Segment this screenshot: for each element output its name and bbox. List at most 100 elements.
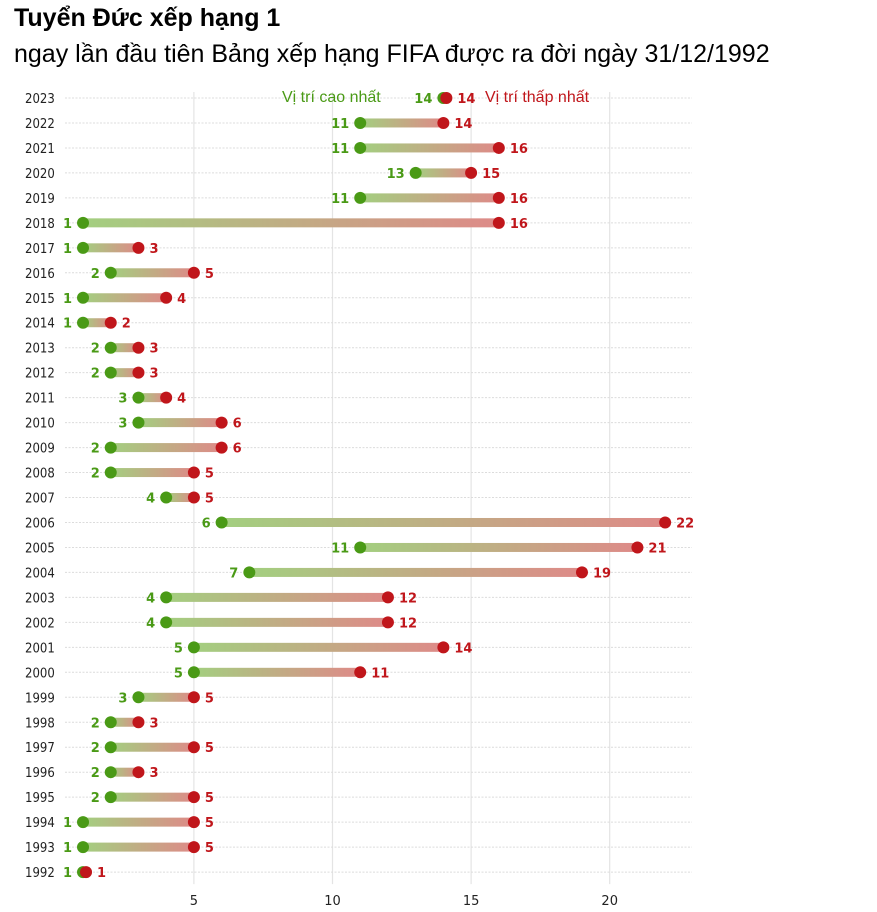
lowest-point [187,791,200,804]
highest-point [215,516,228,529]
y-tick-label: 2006 [25,516,55,531]
lowest-value-label: 19 [593,566,611,581]
lowest-value-label: 5 [205,691,214,706]
highest-value-label: 1 [63,841,72,856]
highest-value-label: 11 [331,541,349,556]
y-tick-label: 2016 [25,267,55,282]
highest-value-label: 13 [387,167,405,182]
y-tick-label: 2007 [25,492,55,507]
lowest-point [132,766,145,779]
lowest-value-label: 12 [399,591,417,606]
lowest-point [575,566,588,579]
highest-value-label: 1 [63,217,72,232]
lowest-point [215,416,228,429]
page-subtitle: ngay lần đầu tiên Bảng xếp hạng FIFA đượ… [14,40,770,68]
highest-value-label: 1 [63,242,72,257]
range-bar [110,443,222,453]
lowest-point [80,866,93,879]
range-bar [110,792,194,802]
highest-value-label: 3 [118,417,127,432]
lowest-point [492,141,505,154]
y-tick-label: 2001 [25,641,55,656]
lowest-point [187,741,200,754]
highest-point [104,466,117,479]
lowest-point [187,466,200,479]
highest-point [104,441,117,454]
page-title: Tuyển Đức xếp hạng 1 [14,4,281,32]
lowest-value-label: 5 [205,467,214,482]
lowest-point [187,691,200,704]
highest-point [243,566,256,579]
highest-point [104,741,117,754]
range-bar [138,692,194,702]
y-tick-label: 1997 [25,741,55,756]
lowest-point [381,591,394,604]
lowest-value-label: 6 [233,442,242,457]
range-bar [83,293,167,303]
lowest-value-label: 2 [122,317,131,332]
range-bar [110,717,139,727]
range-bar [138,418,222,428]
y-tick-label: 1993 [25,841,55,856]
highest-value-label: 11 [331,117,349,132]
lowest-point [381,616,394,629]
range-bar [193,642,444,652]
highest-value-label: 2 [91,442,100,457]
highest-value-label: 2 [91,342,100,357]
lowest-value-label: 22 [676,516,694,531]
highest-value-label: 2 [91,791,100,806]
y-tick-label: 2008 [25,467,55,482]
legend-highest-label: Vị trí cao nhất [282,89,381,106]
y-tick-label: 2000 [25,666,55,681]
lowest-point [492,191,505,204]
lowest-point [104,316,117,329]
lowest-point [132,241,145,254]
y-tick-label: 1995 [25,791,55,806]
lowest-point [160,291,173,304]
lowest-value-label: 4 [177,392,186,407]
highest-point [104,341,117,354]
range-bar [83,218,499,228]
y-tick-label: 2022 [25,117,55,132]
highest-point [354,141,367,154]
highest-point [104,716,117,729]
lowest-value-label: 11 [371,666,389,681]
highest-point [104,791,117,804]
lowest-value-label: 1 [97,866,106,881]
highest-value-label: 5 [174,666,183,681]
range-bar [360,193,499,203]
y-tick-label: 2009 [25,442,55,457]
y-tick-label: 2014 [25,317,55,332]
highest-point [354,116,367,129]
lowest-value-label: 5 [205,791,214,806]
y-tick-label: 2004 [25,566,55,581]
y-tick-label: 1992 [25,866,55,881]
highest-value-label: 2 [91,467,100,482]
highest-point [77,316,90,329]
highest-point [104,266,117,279]
highest-point [132,391,145,404]
range-bar [110,343,139,353]
y-tick-label: 2017 [25,242,55,257]
lowest-point [659,516,672,529]
y-tick-label: 1998 [25,716,55,731]
lowest-value-label: 5 [205,816,214,831]
lowest-point [132,716,145,729]
y-tick-label: 2019 [25,192,55,207]
highest-point [187,641,200,654]
lowest-value-label: 4 [177,292,186,307]
range-bar [83,318,111,328]
range-bar [110,767,139,777]
lowest-value-label: 14 [454,641,472,656]
highest-point [104,766,117,779]
highest-point [160,616,173,629]
lowest-point [492,216,505,229]
highest-value-label: 11 [331,192,349,207]
highest-value-label: 1 [63,866,72,881]
x-tick-label: 20 [601,894,618,909]
lowest-value-label: 3 [149,766,158,781]
lowest-point [465,166,478,179]
range-bar [360,118,444,128]
range-bar [110,268,194,278]
lowest-point [187,816,200,829]
